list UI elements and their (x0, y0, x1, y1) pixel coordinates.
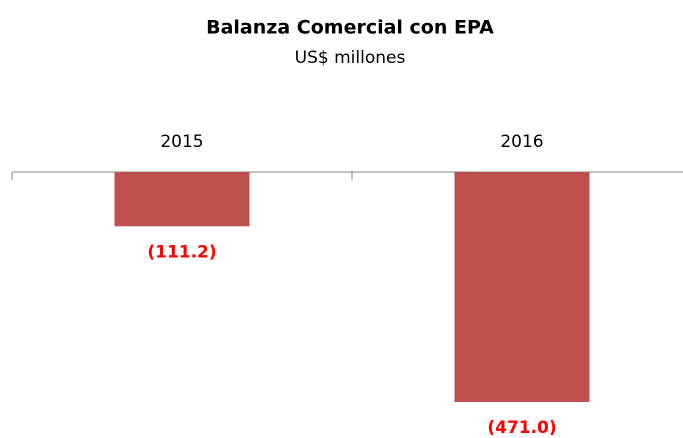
chart-title: Balanza Comercial con EPA (206, 17, 494, 39)
chart-subtitle: US$ millones (295, 48, 406, 68)
x-tick-label: 2015 (160, 132, 203, 152)
bar (454, 172, 590, 402)
x-tick-label: 2016 (500, 132, 543, 152)
bar (114, 172, 250, 227)
data-label: (471.0) (487, 418, 556, 438)
data-label: (111.2) (147, 242, 216, 262)
